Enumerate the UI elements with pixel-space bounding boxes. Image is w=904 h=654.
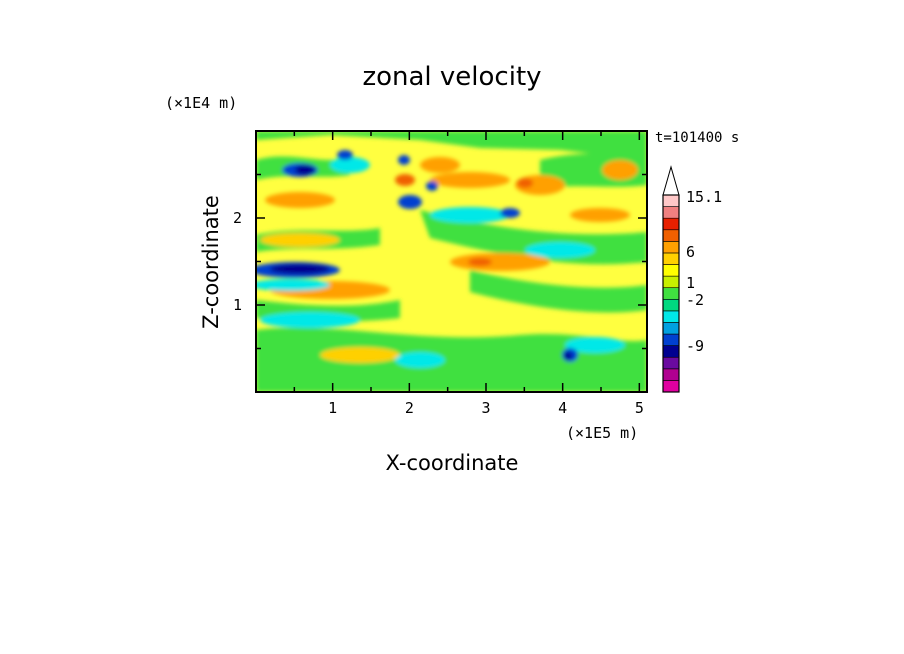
colorbar-segment (662, 298, 680, 312)
x-tick-label: 2 (405, 399, 414, 417)
y-tick-label: 2 (233, 209, 242, 227)
x-scale-label: (×1E5 m) (566, 424, 638, 442)
colorbar-segment (662, 368, 680, 381)
colorbar-segment (662, 287, 680, 300)
colorbar-segment (662, 380, 680, 393)
colorbar-segment (662, 264, 680, 277)
colorbar-tick-label: 6 (686, 243, 695, 261)
colorbar-segment (662, 275, 680, 289)
colorbar-tick-label: 15.1 (686, 188, 722, 206)
colorbar-segment (662, 194, 680, 207)
colorbar-frame (662, 194, 680, 393)
colorbar-tick-label: 1 (686, 274, 695, 292)
colorbar-arrow (662, 165, 680, 196)
time-label: t=101400 s (655, 130, 739, 146)
x-tick-label: 1 (328, 399, 337, 417)
heatmap-field (256, 131, 647, 392)
x-axis-label: X-coordinate (386, 451, 519, 475)
colorbar-segment (662, 310, 680, 323)
y-axis-label: Z-coordinate (199, 195, 223, 329)
x-tick-label: 4 (558, 399, 567, 417)
axes: 1 2 3 4 5 1 2 (233, 131, 647, 417)
colorbar-segment (662, 206, 680, 219)
colorbar-tick-label: -9 (686, 337, 704, 355)
colorbar-segment (662, 252, 680, 265)
colorbar-segment (662, 345, 680, 358)
x-tick-label: 3 (481, 399, 490, 417)
colorbar-segment (662, 241, 680, 254)
colorbar-segment (662, 356, 680, 370)
x-tick-label: 5 (635, 399, 644, 417)
colorbar-segment (662, 322, 680, 335)
chart-title: zonal velocity (362, 62, 541, 92)
colorbar-segment (662, 229, 680, 242)
y-tick-label: 1 (233, 296, 242, 314)
colorbar-segment (662, 217, 680, 231)
colorbar: 15.1 6 1-2 -9 (662, 165, 722, 393)
y-scale-label: (×1E4 m) (165, 94, 237, 112)
colorbar-tick-label: -2 (686, 291, 704, 309)
colorbar-segment (662, 333, 680, 346)
